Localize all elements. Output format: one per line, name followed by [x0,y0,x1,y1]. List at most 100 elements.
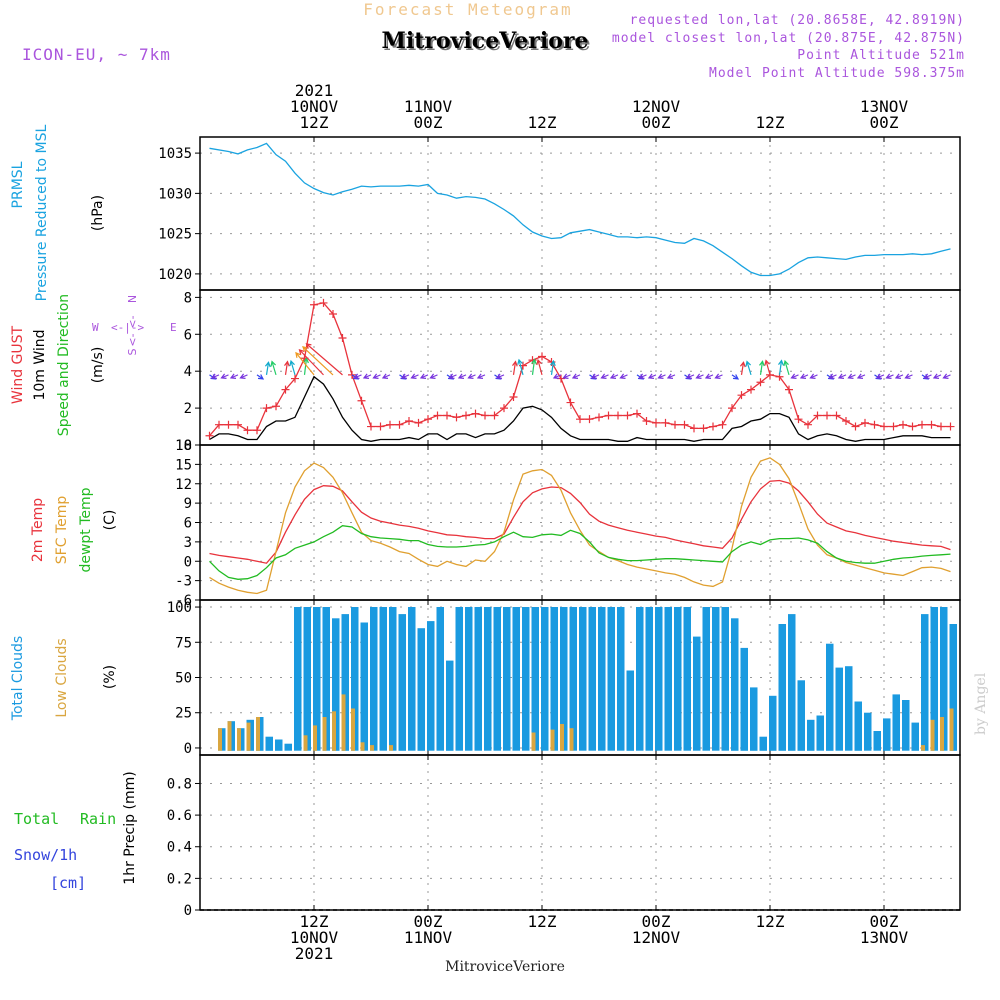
time-label-top: 10NOV [290,97,339,116]
wind-arrow-head [856,373,864,379]
total-cloud-bar [778,624,786,751]
gust-marker [310,300,318,309]
temperature-ytick-label: 15 [175,457,192,473]
wind10-axis-label: 10m Wind [32,329,48,400]
gust-marker [433,411,442,420]
wind-arrow-head [298,349,305,355]
wind-direction-arrow [905,374,913,379]
wind-arrow-head [270,360,277,367]
wind-direction-arrow [765,360,771,376]
time-label-top: 12Z [756,113,785,132]
wind-direction-arrow [876,374,885,379]
total-cloud-bar [683,607,691,751]
total-cloud-bar [408,607,416,751]
total-cloud-bar [522,607,530,751]
cloud-units-label: (%) [102,665,118,689]
wind-arrow-head [302,346,308,352]
wind-arrow-head [847,373,854,379]
gust-marker [595,413,603,422]
wind-direction-arrow [829,374,837,379]
prmsl-axis-label: PRMSL [10,161,26,208]
wind-direction-arrow [401,374,410,379]
wind-arrow-head [517,358,523,365]
wind-arrow-head [666,373,674,379]
temperature-ytick-label: 9 [184,496,192,512]
low-cloud-bar [341,694,346,751]
time-label-bottom: 00Z [870,912,899,931]
total-cloud-bar [693,636,701,751]
total-cloud-bar [303,607,311,751]
total-cloud-bar [845,666,853,751]
low-cloud-bar [531,732,536,751]
wind-arrow-head [638,373,645,379]
compass-east: E [170,321,177,334]
gust-marker [851,422,860,431]
wind-arrow-head [609,373,617,379]
wind-arrow-head [619,373,626,379]
wind-direction-arrow [221,374,229,379]
wind-arrow-head [264,361,271,368]
wind-arrow-head [303,357,309,364]
wind-arrow-head [552,373,560,379]
gust-marker [234,420,242,429]
wind-direction-arrow [784,360,790,376]
total-cloud-bar [389,607,397,751]
precip-ytick-label: 0.4 [167,840,192,856]
total-cloud-bar [883,718,891,751]
precip-frame [199,754,961,911]
time-label-bottom: 00Z [414,912,443,931]
time-label-bottom: 10NOV [290,928,339,947]
gust-marker [215,420,223,429]
compass-ew-arrows: <-|-> [111,321,144,334]
total-cloud-bar [512,607,520,751]
total-cloud-bar [607,607,615,751]
pressure-frame [199,136,961,291]
total-cloud-bar [712,607,720,751]
total-cloud-bar [788,614,796,751]
wind-direction-arrow [943,374,951,379]
gust-marker [424,415,432,424]
wind-direction-arrow [496,374,505,379]
low-cloud-bar [313,725,317,751]
total-cloud-bar [455,607,463,751]
clouds-ytick-label: 25 [175,706,192,722]
low-cloud-bar [550,729,555,751]
total-cloud-bar [436,607,444,751]
total-cloud-bar [731,618,739,751]
compass-north: N [126,295,139,303]
wind-direction-arrow [658,374,666,379]
gust-marker [756,378,765,387]
gust-marker [357,396,366,405]
total-cloud-bar [541,607,549,751]
temperature-ytick-label: 6 [184,516,192,532]
clouds-ytick-label: 100 [167,600,192,616]
wind-arrow-head [923,373,930,379]
low-cloud-bar [930,719,935,751]
total-label: Total [14,810,59,828]
wind-arrow-head [419,373,427,379]
wind-arrow-head [257,374,265,380]
dewpt-line [209,525,951,580]
gust-marker [889,422,898,431]
gust-marker [709,422,717,431]
gust-marker [785,385,793,394]
gust-marker [576,415,584,424]
precip-ytick-label: 0.2 [167,871,192,887]
total-cloud-bar [902,700,910,751]
total-cloud-bar [617,607,625,751]
total-cloud-bar [873,731,881,751]
sfc-axis-label: SFC Temp [54,496,70,565]
wind-direction-arrow [778,360,783,375]
precip-ytick-label: 0.8 [167,776,192,792]
precip-axis-label: 1hr Precip (mm) [122,771,138,884]
total-cloud-bar [579,607,587,751]
point-altitude: Point Altitude 521m [797,48,965,63]
wind-arrow-head [739,361,746,368]
precip-ytick-label: 0 [184,903,192,919]
gust-marker [823,411,831,420]
total-cloud-bar [940,607,948,751]
wind-arrow-head [512,360,518,367]
temp-units-label: (C) [102,510,118,531]
